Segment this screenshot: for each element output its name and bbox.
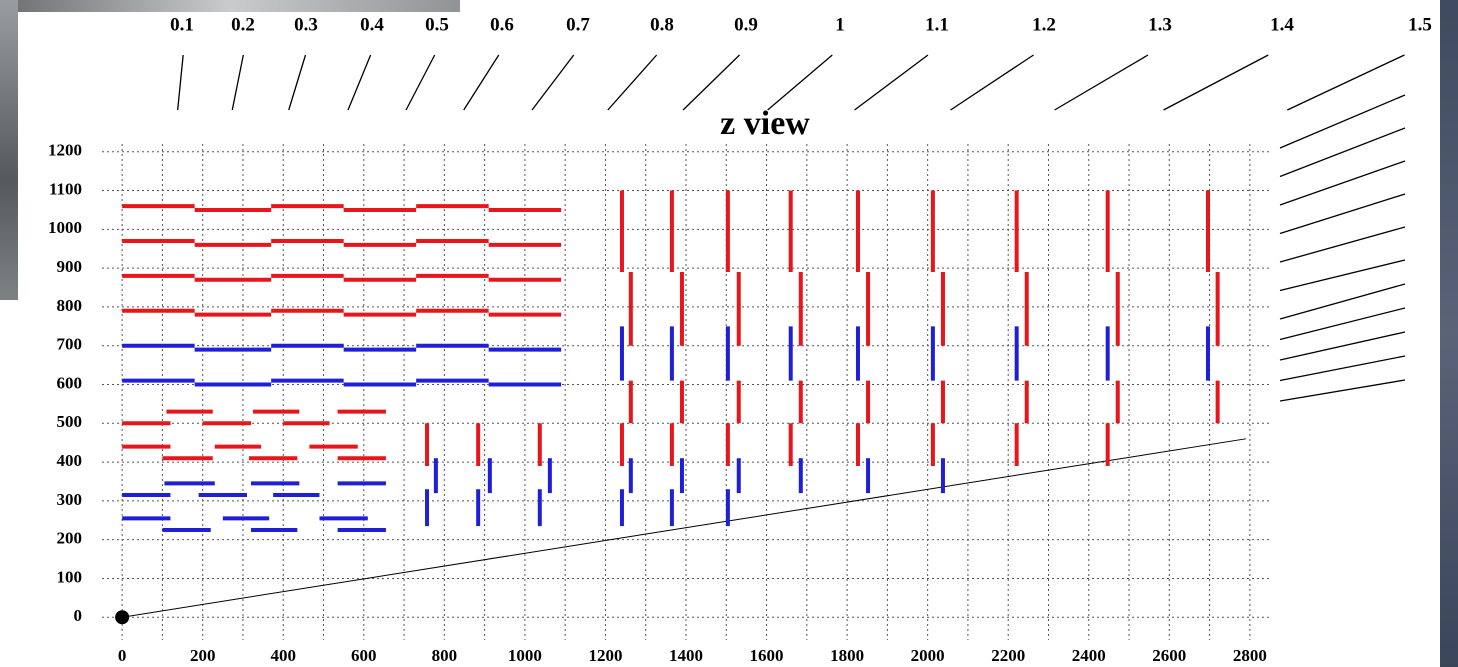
eta-line [405,54,436,111]
eta-label: 0.3 [294,14,318,35]
y-tick-label: 1000 [48,218,82,237]
y-tick-label: 100 [57,567,83,586]
x-tick-label: 2000 [911,646,945,665]
eta-line [1287,54,1405,111]
decor-line [1279,355,1406,382]
eta-line [463,54,500,111]
eta-line [1163,54,1269,111]
decor-line [1279,226,1406,263]
x-tick-label: 2400 [1072,646,1106,665]
x-tick-label: 200 [190,646,216,665]
x-tick-label: 600 [351,646,377,665]
decor-line [1279,307,1406,341]
eta-line [347,54,372,111]
y-tick-label: 1200 [48,141,82,160]
eta-line [177,54,184,111]
decor-line [1279,283,1406,320]
x-tick-label: 2600 [1152,646,1186,665]
x-tick-label: 1600 [750,646,784,665]
eta-label: 1.2 [1032,14,1056,35]
eta-line [531,54,575,111]
x-tick-label: 2800 [1233,646,1267,665]
x-tick-label: 800 [432,646,458,665]
x-tick-label: 1200 [588,646,622,665]
y-tick-label: 900 [57,257,83,276]
y-tick-label: 200 [57,529,83,548]
eta-label: 1.3 [1148,14,1172,35]
decor-line [1279,127,1406,178]
eta-label: 1.4 [1270,14,1294,35]
decor-line [1279,193,1406,235]
decor-line [1279,259,1406,292]
x-tick-label: 1000 [508,646,542,665]
decor-line [1279,94,1406,149]
eta-line [767,54,833,111]
background-photo [0,0,460,12]
eta-line [950,54,1034,111]
slide-border [1440,0,1458,667]
eta-line [288,54,307,111]
eta-label: 0.5 [425,14,449,35]
eta-label: 0.7 [566,14,590,35]
eta-label: 0.4 [360,14,384,35]
eta-label: 0.6 [490,14,514,35]
y-tick-label: 0 [74,606,83,625]
eta-label: 0.2 [231,14,255,35]
eta-line [607,54,658,111]
x-tick-label: 2200 [991,646,1025,665]
eta-line [854,54,929,111]
eta-line [682,54,740,111]
reference-line [122,438,1246,618]
eta-label: 1.5 [1408,14,1432,35]
x-tick-label: 0 [118,646,127,665]
origin-point [115,610,130,625]
x-tick-label: 400 [270,646,296,665]
eta-line [1054,54,1149,111]
y-tick-label: 700 [57,335,83,354]
decor-line [1279,379,1406,402]
eta-line [231,54,244,111]
x-tick-label: 1800 [830,646,864,665]
background-photo [0,0,18,300]
y-tick-label: 400 [57,451,83,470]
eta-label: 0.1 [170,14,194,35]
y-tick-label: 500 [57,412,83,431]
eta-label: 1 [835,14,845,35]
y-tick-label: 1100 [49,179,82,198]
decor-line [1279,160,1406,206]
chart-title: z view [720,105,810,142]
eta-label: 0.8 [650,14,674,35]
y-tick-label: 300 [57,490,83,509]
y-tick-label: 800 [57,296,83,315]
y-tick-label: 600 [57,373,83,392]
eta-label: 0.9 [734,14,758,35]
eta-label: 1.1 [925,14,949,35]
decor-line [1279,331,1406,361]
x-tick-label: 1400 [669,646,703,665]
